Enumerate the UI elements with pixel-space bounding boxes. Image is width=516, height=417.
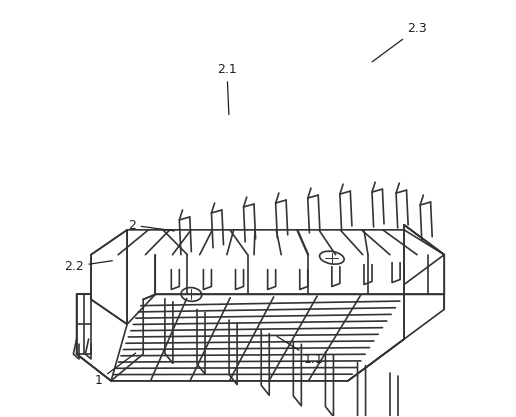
Text: 1: 1 bbox=[94, 353, 136, 387]
Text: 2.1: 2.1 bbox=[217, 63, 237, 115]
Text: 2: 2 bbox=[128, 219, 174, 231]
Text: 1.1: 1.1 bbox=[277, 337, 324, 366]
Text: 2.3: 2.3 bbox=[372, 22, 427, 62]
Text: 2.2: 2.2 bbox=[64, 260, 112, 273]
